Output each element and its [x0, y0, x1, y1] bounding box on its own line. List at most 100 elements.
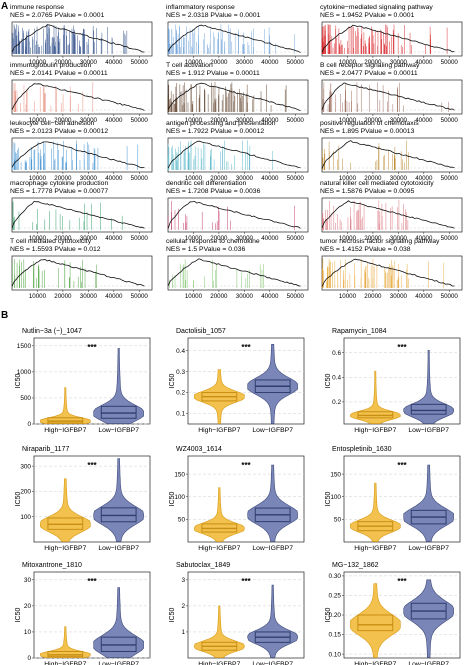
drug-panel: Niraparib_1177 100 200 300 IC50 *** High−IGFBP… — [15, 446, 151, 552]
gsea-stats: NES = 2.0141 PValue = 0.00011 — [10, 70, 108, 77]
box-low — [410, 403, 447, 415]
group-label-high: High−IGFBP7 — [44, 661, 86, 665]
gsea-x-tick-label: 20000 — [210, 59, 228, 66]
gsea-running-score — [167, 24, 301, 54]
gsea-x-tick-label: 20000 — [210, 293, 228, 300]
gsea-title: dendritic cell differentiation — [166, 180, 247, 187]
gsea-running-score — [11, 141, 145, 169]
drug-y-tick-label: 1000 — [17, 369, 32, 376]
gsea-frame — [321, 137, 463, 173]
gsea-hit-lines — [167, 140, 273, 170]
gsea-x-tick-label: 20000 — [54, 59, 72, 66]
gsea-x-tick-label: 30000 — [236, 175, 254, 182]
gsea-title: cellular response to chemokine — [166, 238, 260, 245]
gsea-x-tick-label: 40000 — [261, 175, 279, 182]
gsea-hit-lines — [11, 24, 128, 54]
drug-panel: Sabutoclax_1849 1 2 3 IC50 *** High−IGFBP7 Low−… — [169, 562, 305, 665]
drug-title: Rapamycin_1084 — [332, 328, 387, 335]
drug-y-axis-title: IC50 — [15, 374, 22, 389]
gsea-x-tick-label: 50000 — [441, 175, 459, 182]
gsea-stats: NES = 1.9452 PValue = 0.0001 — [320, 12, 415, 19]
gsea-stats: NES = 1.7922 PValue = 0.00012 — [166, 128, 264, 135]
drug-y-tick-label: 0.6 — [332, 350, 341, 357]
gsea-x-tick-label: 50000 — [131, 175, 149, 182]
gsea-x-tick-label: 50000 — [287, 235, 305, 242]
drug-y-tick-label: 0.1 — [176, 411, 185, 418]
gsea-x-tick-label: 10000 — [29, 175, 47, 182]
drug-y-tick-label: 0.2 — [332, 399, 341, 406]
gsea-x-tick-label: 30000 — [236, 235, 254, 242]
gsea-x-tick-label: 40000 — [415, 175, 433, 182]
gsea-x-tick-label: 50000 — [131, 293, 149, 300]
gsea-x-tick-label: 10000 — [185, 235, 203, 242]
gsea-title: tumor necrosis factor signaling pathway — [320, 238, 440, 245]
gsea-x-axis: 10000 20000 30000 40000 50000 — [185, 290, 305, 300]
gsea-x-tick-label: 30000 — [236, 293, 254, 300]
box-high — [357, 614, 394, 632]
gsea-hit-lines — [167, 200, 295, 230]
gsea-x-tick-label: 30000 — [80, 293, 98, 300]
gsea-stats: NES = 2.0123 PValue = 0.00012 — [10, 128, 108, 135]
gsea-x-tick-label: 40000 — [415, 117, 433, 124]
drug-y-tick-label: 300 — [20, 463, 31, 470]
gsea-x-axis: 10000 20000 30000 40000 50000 — [185, 114, 304, 124]
violin-low — [93, 348, 144, 424]
gsea-x-tick-label: 10000 — [339, 117, 357, 124]
gsea-frame — [167, 79, 309, 115]
gsea-x-tick-label: 30000 — [390, 293, 408, 300]
gsea-panel: tumor necrosis factor signaling pathwayN… — [320, 238, 463, 300]
gsea-frame — [321, 79, 463, 115]
gsea-hit-lines — [322, 140, 409, 170]
gsea-x-tick-label: 40000 — [105, 235, 123, 242]
significance-stars: *** — [397, 577, 407, 586]
gsea-stats: NES = 1.912 PValue = 0.00011 — [166, 70, 260, 77]
drug-y-tick-label: 0.25 — [329, 593, 342, 600]
group-label-high: High−IGFBP7 — [354, 545, 396, 552]
drug-title: Nutlin−3a (−)_1047 — [22, 328, 82, 335]
violin-low — [93, 458, 144, 542]
gsea-title: B cell receptor signaling pathway — [320, 62, 420, 69]
gsea-x-axis: 10000 20000 30000 40000 50000 — [185, 56, 304, 66]
gsea-running-score — [167, 82, 301, 111]
drug-y-tick-label: 0 — [27, 655, 31, 662]
drug-y-axis-title: IC50 — [325, 374, 332, 389]
drug-y-tick-label: 0 — [27, 421, 31, 428]
gsea-title: immune response — [10, 4, 64, 11]
box-high — [47, 650, 84, 658]
drug-y-tick-label: 50 — [334, 517, 342, 524]
gsea-x-axis: 10000 20000 30000 40000 50000 — [29, 232, 149, 242]
gsea-x-axis: 10000 20000 30000 40000 50000 — [339, 114, 458, 124]
gsea-x-tick-label: 20000 — [210, 175, 228, 182]
gsea-x-axis: 10000 20000 30000 40000 50000 — [29, 114, 148, 124]
gsea-running-score — [321, 200, 455, 229]
gsea-x-tick-label: 30000 — [80, 175, 98, 182]
gsea-x-tick-label: 50000 — [131, 235, 149, 242]
drug-y-tick-label: 0.4 — [176, 348, 185, 355]
gsea-x-tick-label: 10000 — [29, 235, 47, 242]
gsea-running-score — [11, 200, 145, 229]
gsea-stats: NES = 1.895 PValue = 0.00013 — [320, 128, 415, 135]
group-label-low: Low−IGFBP7 — [252, 661, 293, 665]
gsea-x-tick-label: 50000 — [287, 293, 305, 300]
gsea-title: T cell activation — [166, 62, 213, 69]
drug-y-axis: 0 500 1000 1500 — [17, 343, 150, 428]
drug-y-axis-title: IC50 — [169, 608, 176, 623]
gsea-x-tick-label: 40000 — [261, 235, 279, 242]
box-high — [47, 417, 84, 424]
gsea-x-tick-label: 30000 — [390, 117, 408, 124]
gsea-x-tick-label: 10000 — [29, 117, 47, 124]
drug-y-tick-label: 1500 — [17, 343, 32, 350]
significance-stars: *** — [241, 343, 251, 352]
gsea-x-tick-label: 30000 — [80, 59, 98, 66]
drug-panel: Nutlin−3a (−)_1047 0 500 1000 1500 IC50 *** Hig… — [15, 328, 151, 434]
group-label-high: High−IGFBP7 — [198, 427, 240, 434]
gsea-hit-lines — [321, 258, 445, 288]
violin-high — [40, 387, 91, 424]
gsea-x-tick-label: 40000 — [415, 293, 433, 300]
panel-b-label: B — [1, 310, 8, 321]
drug-y-axis-title: IC50 — [325, 492, 332, 507]
